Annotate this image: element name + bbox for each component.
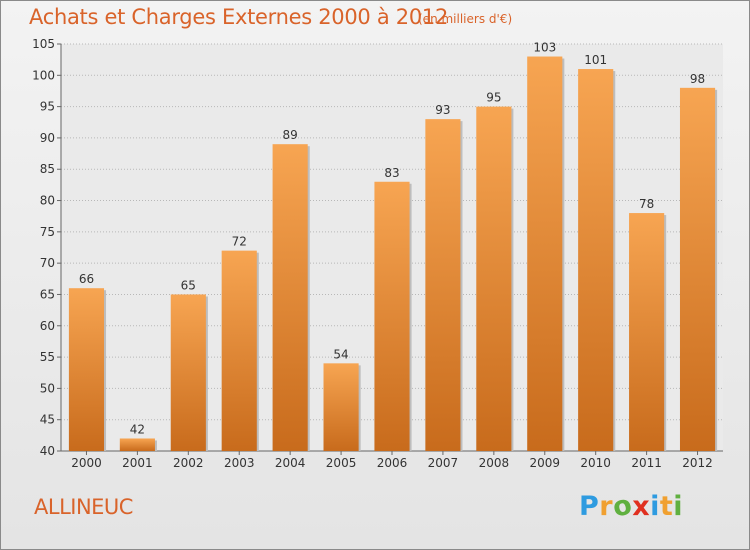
bar-value-label: 83: [384, 166, 399, 180]
y-tick-label: 85: [40, 162, 55, 176]
bar: [578, 69, 614, 452]
bar-value-label: 66: [79, 272, 94, 286]
x-tick-label: 2005: [326, 456, 357, 470]
bar: [119, 438, 155, 451]
bar-value-label: 89: [283, 128, 298, 142]
x-tick-label: 2010: [580, 456, 611, 470]
y-tick-label: 50: [40, 381, 55, 395]
y-tick-label: 90: [40, 131, 55, 145]
logo-letter: P: [579, 491, 600, 522]
y-tick-label: 60: [40, 319, 55, 333]
commune-name: ALLINEUC: [34, 495, 133, 519]
x-tick-label: 2011: [631, 456, 662, 470]
logo-letter: i: [650, 491, 660, 522]
y-tick-label: 75: [40, 225, 55, 239]
x-tick-label: 2007: [428, 456, 459, 470]
chart-unit-subtitle: (en milliers d'€): [418, 12, 513, 26]
x-tick-label: 2008: [479, 456, 510, 470]
x-tick-label: 2004: [275, 456, 306, 470]
y-tick-label: 95: [40, 100, 55, 114]
bar-value-label: 98: [690, 72, 705, 86]
x-tick-label: 2001: [122, 456, 153, 470]
logo-letter: r: [599, 491, 614, 522]
bar-value-label: 65: [181, 278, 196, 292]
proxiti-logo: Proxiti: [579, 489, 684, 523]
x-tick-label: 2012: [682, 456, 713, 470]
bar-value-label: 93: [435, 103, 450, 117]
bar-value-label: 72: [232, 235, 247, 249]
y-tick-label: 70: [40, 256, 55, 270]
chart-title: Achats et Charges Externes 2000 à 2012: [29, 5, 449, 29]
bar: [679, 87, 716, 451]
logo-letter: i: [673, 491, 684, 522]
bar-value-label: 103: [533, 41, 556, 55]
y-tick-label: 65: [40, 287, 55, 301]
x-tick-label: 2009: [529, 456, 560, 470]
bar: [629, 213, 665, 451]
y-tick-label: 80: [40, 194, 55, 208]
bar-value-label: 95: [486, 91, 501, 105]
x-tick-label: 2006: [377, 456, 408, 470]
bar: [425, 119, 461, 451]
y-tick-label: 100: [32, 68, 55, 82]
bar: [170, 294, 206, 451]
bar: [272, 144, 308, 451]
bar-value-label: 101: [584, 53, 607, 67]
x-tick-label: 2002: [173, 456, 204, 470]
y-tick-label: 45: [40, 413, 55, 427]
bar-value-label: 54: [333, 347, 348, 361]
x-tick-label: 2003: [224, 456, 255, 470]
bar-value-label: 42: [130, 422, 145, 436]
bar: [323, 363, 359, 451]
y-tick-label: 55: [40, 350, 55, 364]
bar: [476, 106, 512, 451]
bar-value-label: 78: [639, 197, 654, 211]
y-tick-label: 105: [32, 37, 55, 51]
bar: [221, 250, 257, 451]
logo-letter: t: [659, 491, 674, 522]
bar: [374, 181, 410, 451]
y-tick-label: 40: [40, 444, 55, 458]
x-tick-label: 2000: [71, 456, 102, 470]
bar: [68, 288, 105, 451]
logo-letter: x: [632, 491, 651, 522]
bar: [527, 56, 563, 452]
